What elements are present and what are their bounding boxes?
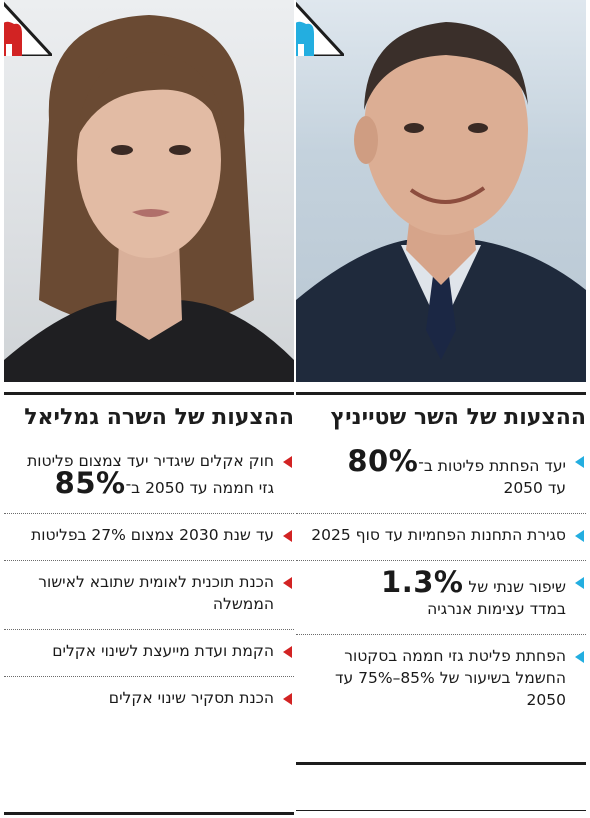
gamliel-column: ההצעות של השרה גמליאל חוק אקלים שיגדיר י… [4,0,294,818]
man-portrait-icon [296,22,586,382]
triangle-bullet-icon [283,530,292,542]
list-item: עד שנת 2030 צמצום 27% בפליטות [4,514,294,561]
red-factory-emblem-icon [4,1,52,56]
triangle-bullet-icon [575,456,584,468]
triangle-bullet-icon [283,577,292,589]
list-item: שיפור שנתי של 1.3% במדד עצימות אנרגיה [296,561,586,635]
list-item: סגירת התחנות הפחמיות עד סוף 2025 [296,514,586,561]
list-item: הכנת תוכנית לאומית שתובא לאישור הממשלה [4,561,294,630]
bottom-rule-thin [296,810,586,811]
column-divider [294,0,296,818]
bottom-rule [296,762,586,765]
triangle-bullet-icon [575,530,584,542]
triangle-bullet-icon [283,646,292,658]
gamliel-items: חוק אקלים שיגדיר יעד צמצום פליטות גזי חמ… [4,440,294,723]
steinitz-photo [296,0,586,382]
gamliel-title: ההצעות של השרה גמליאל [4,392,294,430]
list-item: חוק אקלים שיגדיר יעד צמצום פליטות גזי חמ… [4,440,294,514]
list-item: הפחתת פליטת גזי חממה בסקטור החשמל בשיעור… [296,635,586,725]
steinitz-column: ההצעות של השר שטייניץ יעד הפחתת פליטות ב… [296,0,586,818]
triangle-bullet-icon [575,651,584,663]
bottom-rule [4,812,294,815]
triangle-bullet-icon [575,577,584,589]
steinitz-items: יעד הפחתת פליטות ב־80% עד 2050 סגירת התח… [296,440,586,725]
list-item: הקמת ועדת מייעצת לשינוי אקלים [4,630,294,677]
list-item: הכנת תסקיר שינוי אקלים [4,677,294,723]
gamliel-photo [4,0,294,382]
blue-factory-emblem-icon [296,1,344,56]
triangle-bullet-icon [283,693,292,705]
steinitz-title: ההצעות של השר שטייניץ [296,392,586,430]
woman-portrait-icon [4,15,294,382]
triangle-bullet-icon [283,456,292,468]
list-item: יעד הפחתת פליטות ב־80% עד 2050 [296,440,586,514]
